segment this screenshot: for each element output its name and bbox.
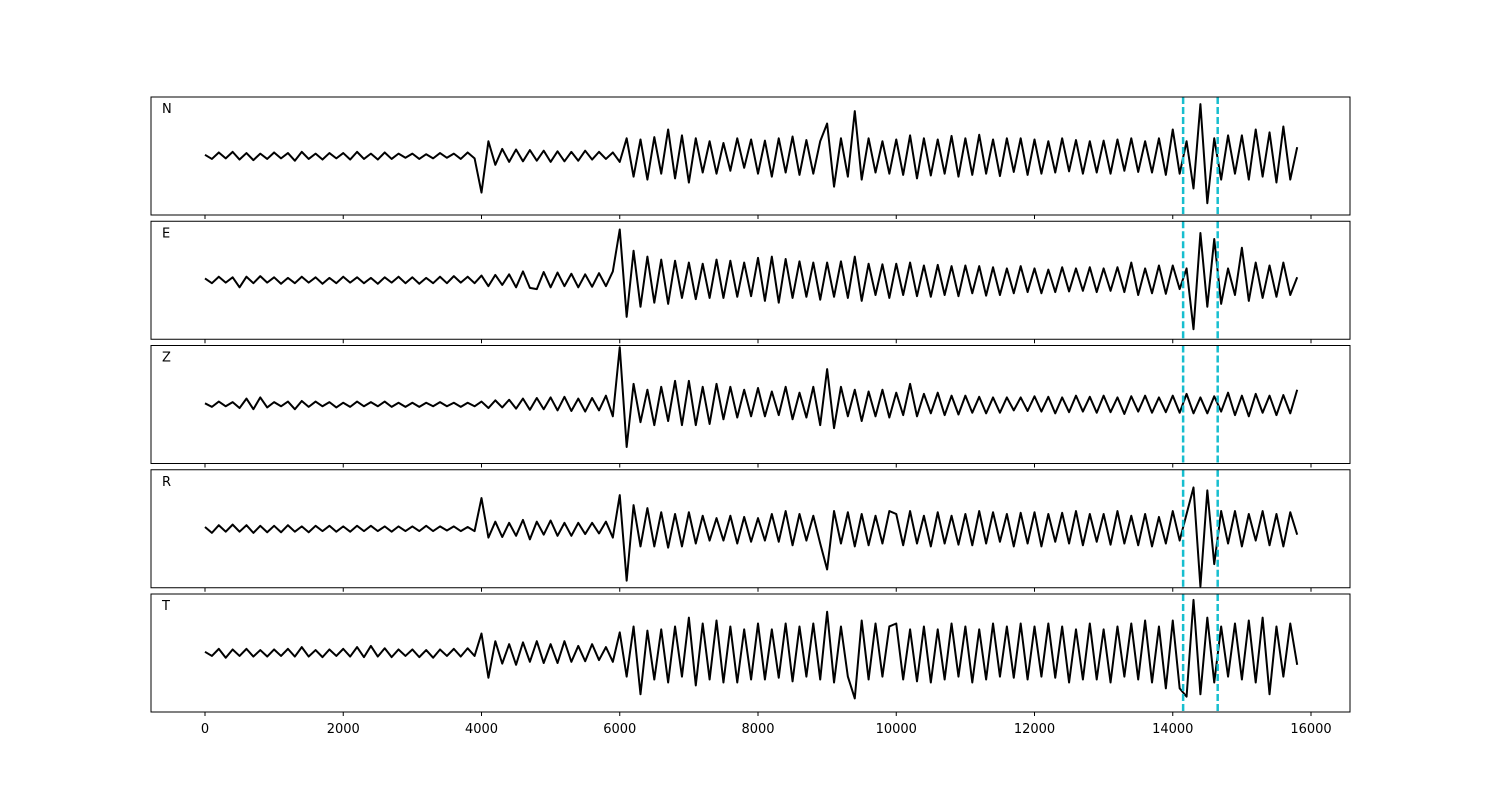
panel-frame bbox=[150, 220, 1351, 340]
x-tick-label: 10000 bbox=[876, 722, 917, 737]
x-tick-label: 6000 bbox=[603, 722, 636, 737]
panel-label: Z bbox=[162, 351, 171, 366]
panel-label: E bbox=[162, 226, 170, 241]
waveform bbox=[204, 228, 1299, 331]
waveform bbox=[204, 346, 1299, 448]
x-tick-label: 0 bbox=[201, 722, 209, 737]
x-tick-label: 16000 bbox=[1290, 722, 1331, 737]
waveform bbox=[204, 486, 1299, 588]
x-tick-label: 2000 bbox=[327, 722, 360, 737]
waveform bbox=[204, 103, 1299, 205]
panel-frame bbox=[150, 96, 1351, 216]
waveform bbox=[204, 598, 1299, 700]
x-tick-label: 14000 bbox=[1152, 722, 1193, 737]
x-tick-label: 4000 bbox=[465, 722, 498, 737]
x-tick-label: 12000 bbox=[1014, 722, 1055, 737]
x-tick-label: 8000 bbox=[741, 722, 774, 737]
panel-label: T bbox=[161, 599, 170, 614]
panel-label: N bbox=[162, 102, 172, 117]
panel-label: R bbox=[162, 475, 171, 490]
panel-frame bbox=[150, 469, 1351, 589]
panel-frame bbox=[150, 345, 1351, 464]
panel-frame bbox=[150, 593, 1351, 713]
